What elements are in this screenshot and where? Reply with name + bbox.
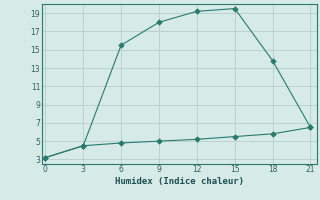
X-axis label: Humidex (Indice chaleur): Humidex (Indice chaleur): [115, 177, 244, 186]
